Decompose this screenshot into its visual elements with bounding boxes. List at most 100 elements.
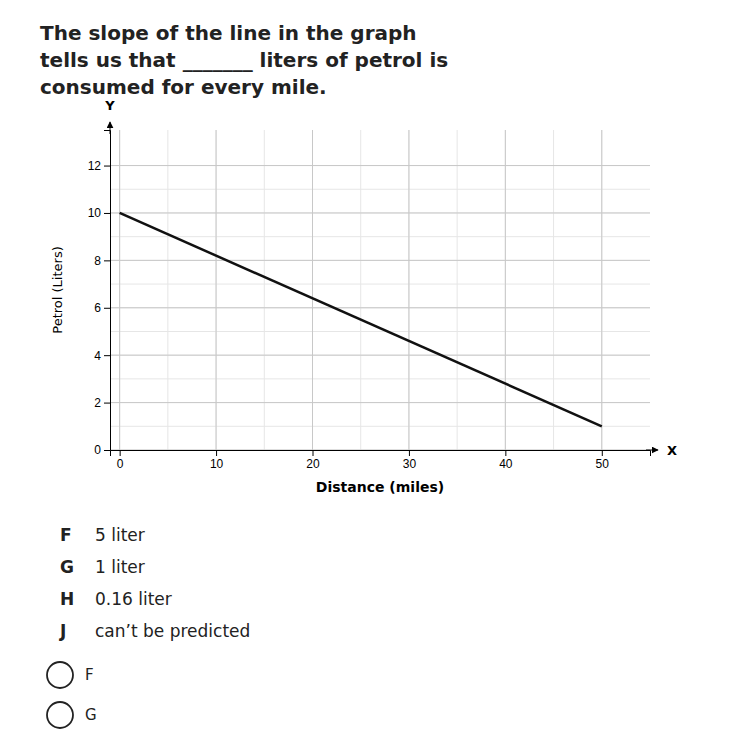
grid-line	[505, 130, 506, 450]
tick-label: 50	[596, 457, 610, 471]
tick: 0	[94, 443, 110, 457]
minor-grid-line	[110, 236, 650, 237]
tick: 50	[596, 450, 610, 471]
tick-mark	[104, 355, 110, 356]
tick-mark	[216, 450, 217, 456]
tick-label: 8	[94, 254, 101, 268]
minor-grid-line	[110, 355, 650, 356]
tick-mark	[409, 450, 410, 456]
tick: 30	[403, 450, 417, 471]
tick: 10	[88, 206, 110, 220]
tick-mark	[313, 450, 314, 456]
tick-mark	[602, 450, 603, 456]
grid-line	[601, 130, 602, 450]
minor-grid-line	[110, 331, 650, 332]
title-line: The slope of the line in the graph	[40, 21, 417, 45]
tick: 20	[306, 450, 320, 471]
minor-grid-line	[312, 130, 313, 450]
choice-text: 1 liter	[95, 557, 145, 577]
axis-line	[104, 131, 111, 451]
minor-grid-line	[553, 130, 554, 450]
tick-label: 30	[403, 457, 417, 471]
grid-line	[110, 402, 650, 403]
y-axis: 0 2 4 6 8 10 12	[88, 131, 111, 458]
tick: 40	[499, 450, 513, 471]
tick-label: 2	[94, 396, 101, 410]
title-line: tells us that _______ liters of petrol i…	[40, 48, 448, 72]
grid	[110, 130, 650, 450]
minor-grid-line	[110, 378, 650, 379]
minor-grid-line	[110, 189, 650, 190]
tick: 12	[88, 159, 110, 173]
tick: 2	[94, 396, 110, 410]
grid-line	[110, 212, 650, 213]
chart: The slope of the line in the graph tells …	[0, 0, 750, 750]
minor-grid-line	[360, 130, 361, 450]
tick-mark	[104, 450, 110, 451]
minor-grid-line	[119, 130, 120, 450]
choice-letter: G	[60, 557, 74, 577]
choice-text: 0.16 liter	[95, 589, 172, 609]
axis-arrow	[646, 450, 658, 451]
title: The slope of the line in the graph tells …	[40, 21, 448, 99]
choice-letter: H	[60, 589, 74, 609]
radio-button	[47, 662, 73, 688]
minor-grid-line	[110, 426, 650, 427]
radio-button	[47, 702, 73, 728]
axis-arrow	[110, 122, 111, 134]
tick-mark	[104, 213, 110, 214]
minor-grid-line	[110, 165, 650, 166]
y-axis-title: Petrol (Liters)	[50, 246, 65, 333]
annotation: Y	[104, 98, 115, 113]
tick-mark	[104, 308, 110, 309]
grid-line	[110, 260, 650, 261]
radio-group: FG	[47, 662, 97, 728]
minor-grid-line	[216, 130, 217, 450]
choice-text: 5 liter	[95, 525, 145, 545]
grid-line	[110, 355, 650, 356]
x-axis-title: Distance (miles)	[316, 479, 444, 495]
choice-text: can’t be predicted	[95, 621, 250, 641]
tick: 0	[117, 450, 124, 471]
tick-label: 4	[94, 349, 101, 363]
grid-line	[216, 130, 217, 450]
choices: F5 literG1 literH0.16 literJcan’t be pre…	[59, 525, 250, 641]
tick-mark	[104, 166, 110, 167]
tick: 4	[94, 349, 110, 363]
axis-line	[111, 451, 651, 457]
tick-label: 6	[94, 301, 101, 315]
minor-grid-line	[110, 402, 650, 403]
minor-grid-line	[167, 130, 168, 450]
tick-mark	[104, 260, 110, 261]
data-line	[120, 213, 602, 426]
tick-label: 0	[94, 443, 101, 457]
grid-line	[110, 307, 650, 308]
minor-grid-line	[110, 212, 650, 213]
tick-mark	[120, 450, 121, 456]
minor-grid-line	[457, 130, 458, 450]
tick-mark	[505, 450, 506, 456]
minor-grid-line	[408, 130, 409, 450]
plot-area: 0 10 20 30 40 50 0 2 4 6 8 10 12 X Y Distance (miles) Pe…	[50, 98, 677, 495]
tick-label: 20	[306, 457, 320, 471]
minor-grid-line	[505, 130, 506, 450]
tick: 10	[210, 450, 224, 471]
grid-line	[119, 130, 120, 450]
marks	[120, 213, 602, 426]
minor-grid-line	[601, 130, 602, 450]
tick-label: 12	[88, 159, 102, 173]
radio-label: F	[85, 666, 94, 684]
tick-label: 10	[88, 206, 102, 220]
choice-letter: J	[59, 621, 66, 641]
annotation: X	[667, 443, 677, 458]
tick-mark	[104, 403, 110, 404]
minor-grid-line	[110, 307, 650, 308]
tick-label: 0	[117, 457, 124, 471]
radio-label: G	[85, 706, 97, 724]
minor-grid-line	[110, 260, 650, 261]
title-line: consumed for every mile.	[40, 75, 327, 99]
tick-label: 10	[210, 457, 224, 471]
minor-grid-line	[264, 130, 265, 450]
grid-line	[408, 130, 409, 450]
tick: 8	[94, 254, 110, 268]
